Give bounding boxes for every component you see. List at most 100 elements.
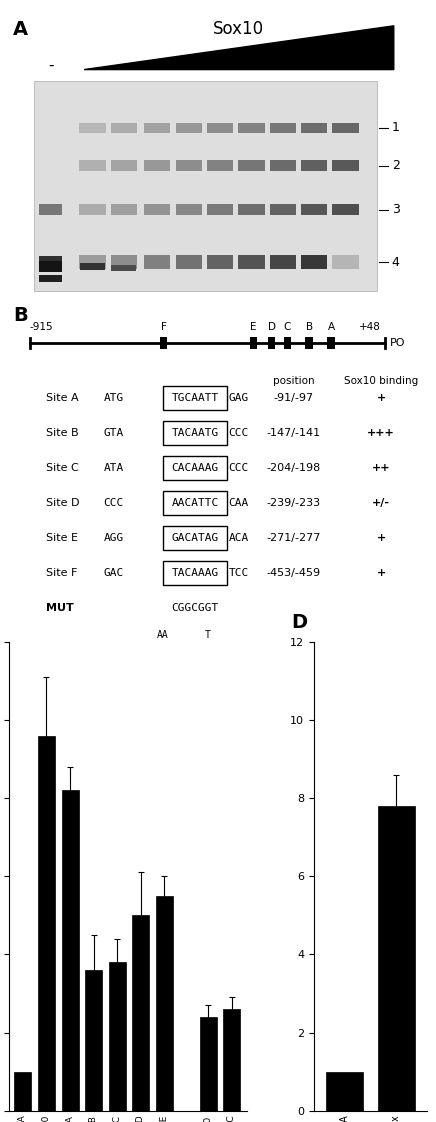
Text: position: position	[272, 376, 314, 386]
Bar	[39, 261, 62, 273]
Text: D: D	[291, 614, 307, 633]
Text: 4: 4	[392, 256, 399, 268]
Bar	[144, 255, 170, 269]
Text: CCC: CCC	[228, 429, 249, 438]
Text: B: B	[13, 306, 27, 325]
Bar	[39, 204, 62, 215]
Text: -91/-97: -91/-97	[273, 393, 313, 403]
Text: Site E: Site E	[46, 533, 78, 543]
Bar	[156, 895, 173, 1111]
Bar	[109, 963, 126, 1111]
Text: G: G	[215, 642, 222, 652]
Bar	[207, 255, 233, 269]
Text: GTA: GTA	[104, 429, 124, 438]
Bar	[79, 160, 106, 172]
Bar	[270, 123, 296, 132]
Text: +: +	[377, 393, 386, 403]
Text: Sox10: Sox10	[213, 20, 265, 38]
Bar	[163, 526, 228, 550]
Bar	[378, 806, 415, 1111]
Text: -915: -915	[30, 322, 53, 332]
Text: CCC: CCC	[104, 498, 124, 508]
Text: Site B: Site B	[46, 429, 79, 438]
Bar	[144, 160, 170, 172]
Text: -453/-459: -453/-459	[266, 568, 320, 578]
Bar	[111, 123, 137, 132]
Text: GAG: GAG	[228, 393, 249, 403]
Text: TACAATG: TACAATG	[171, 429, 218, 438]
Bar	[270, 255, 296, 269]
Bar	[327, 337, 335, 349]
Text: CAA: CAA	[228, 498, 249, 508]
Bar	[333, 123, 359, 132]
Bar	[14, 1072, 31, 1111]
Bar	[207, 123, 233, 132]
Text: CGGCGGT: CGGCGGT	[171, 604, 218, 614]
Text: TT: TT	[157, 653, 169, 663]
Bar	[270, 204, 296, 215]
Text: C: C	[284, 322, 291, 332]
Bar	[39, 275, 62, 282]
Text: +/-: +/-	[372, 498, 390, 508]
Bar	[250, 337, 257, 349]
Text: A: A	[327, 322, 334, 332]
Bar	[207, 204, 233, 215]
Text: TACAAAG: TACAAAG	[171, 568, 218, 578]
Bar	[144, 123, 170, 132]
Bar	[301, 255, 327, 269]
Text: Site D: Site D	[46, 498, 80, 508]
Text: Consensus: Consensus	[46, 642, 113, 652]
Bar	[301, 160, 327, 172]
Text: Sox10 binding: Sox10 binding	[344, 376, 419, 386]
Bar	[333, 204, 359, 215]
Text: GACATAG: GACATAG	[171, 533, 218, 543]
Bar	[301, 123, 327, 132]
Text: AA: AA	[157, 631, 169, 640]
Text: T: T	[204, 631, 211, 640]
Text: A: A	[13, 20, 28, 39]
Text: CACAAAG: CACAAAG	[171, 463, 218, 473]
Bar	[111, 255, 137, 269]
Bar	[85, 971, 102, 1111]
Text: ACA: ACA	[228, 533, 249, 543]
Bar	[176, 255, 202, 269]
Bar	[163, 561, 228, 586]
Text: CCC: CCC	[228, 463, 249, 473]
Bar	[176, 204, 202, 215]
Bar	[111, 204, 137, 215]
Bar	[200, 1017, 217, 1111]
Bar	[163, 386, 228, 411]
Text: 2: 2	[392, 159, 399, 173]
Text: TCC: TCC	[228, 568, 249, 578]
Text: MUT: MUT	[46, 604, 74, 614]
Text: 3: 3	[392, 203, 399, 217]
Bar	[160, 337, 167, 349]
Text: TGCAATT: TGCAATT	[171, 393, 218, 403]
Text: Site F: Site F	[46, 568, 78, 578]
Text: +++: +++	[368, 429, 395, 438]
Text: B: B	[306, 322, 313, 332]
Bar	[301, 204, 327, 215]
Bar	[326, 1072, 363, 1111]
Text: AGG: AGG	[104, 533, 124, 543]
Text: +: +	[377, 533, 386, 543]
Bar	[306, 337, 313, 349]
Bar	[333, 160, 359, 172]
Bar	[238, 204, 265, 215]
Bar	[163, 491, 228, 515]
Bar	[176, 160, 202, 172]
Polygon shape	[84, 26, 394, 70]
Bar	[39, 256, 62, 269]
Text: -147/-141: -147/-141	[266, 429, 320, 438]
Text: ATG: ATG	[104, 393, 124, 403]
Bar	[270, 160, 296, 172]
Text: -239/-233: -239/-233	[266, 498, 320, 508]
Bar	[223, 1009, 240, 1111]
Text: PO: PO	[390, 338, 405, 348]
Bar	[238, 160, 265, 172]
Bar	[38, 736, 55, 1111]
Bar	[333, 255, 359, 269]
Bar	[163, 421, 228, 445]
Text: 1: 1	[392, 121, 399, 135]
Text: -271/-277: -271/-277	[266, 533, 320, 543]
